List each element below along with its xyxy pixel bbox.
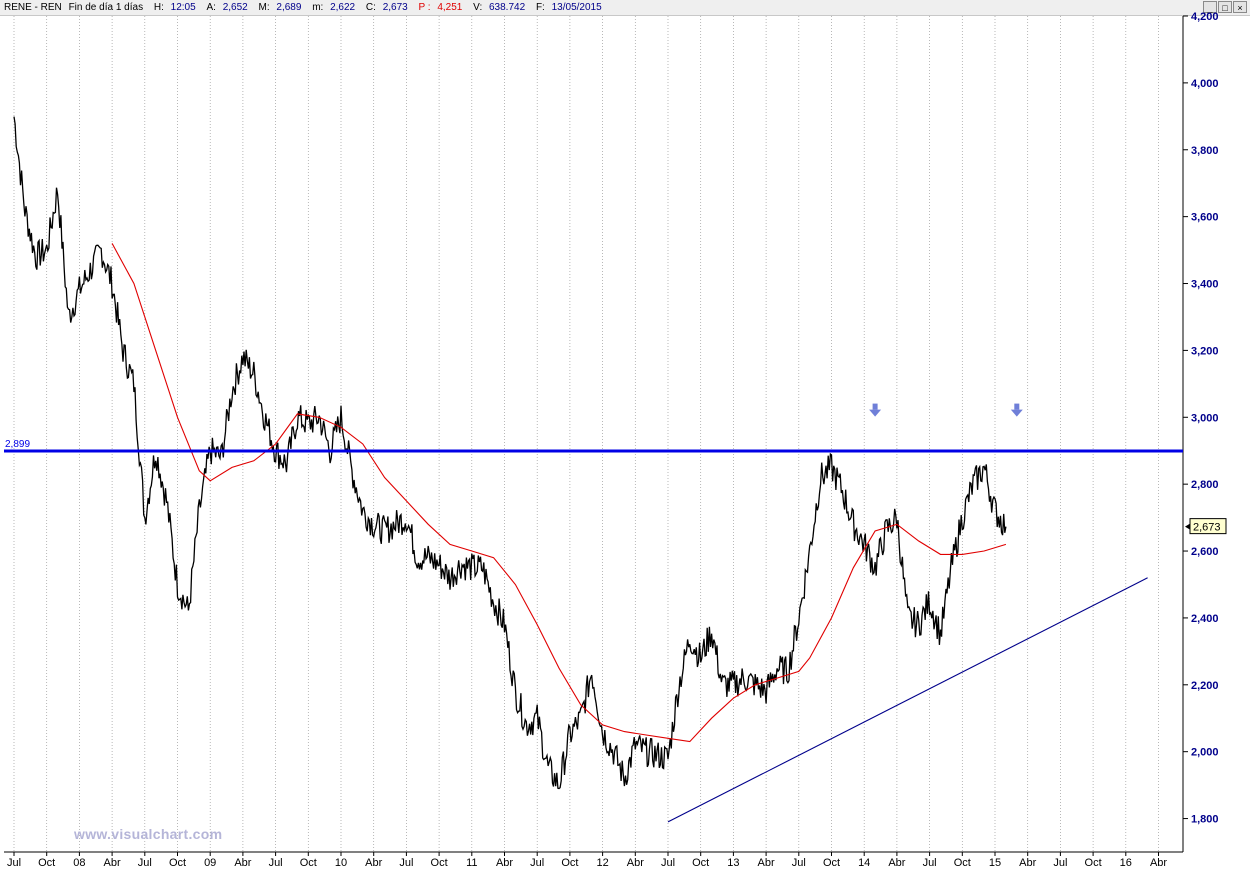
y-tick-label: 2,400 <box>1191 613 1219 625</box>
x-tick-label: Jul <box>792 857 806 869</box>
arrow-shaft <box>1014 403 1020 410</box>
y-tick-label: 4,200 <box>1191 11 1219 23</box>
x-tick-label: Jul <box>399 857 413 869</box>
y-tick-label: 3,400 <box>1191 279 1219 291</box>
price-series <box>13 116 1007 790</box>
x-tick-label: Oct <box>692 857 709 869</box>
x-tick-label: Oct <box>823 857 840 869</box>
x-tick-label: Abr <box>1150 857 1167 869</box>
x-tick-label: Oct <box>300 857 317 869</box>
period-label: Fin de día 1 días <box>68 2 144 13</box>
last-price-label: 2,673 <box>1193 522 1221 534</box>
minimize-button[interactable]: _ <box>1203 1 1217 13</box>
x-tick-label: Oct <box>561 857 578 869</box>
y-tick-label: 3,000 <box>1191 412 1219 424</box>
volume-label: V: <box>473 2 483 13</box>
support-trendline <box>667 577 1148 823</box>
x-tick-label: Abr <box>1019 857 1036 869</box>
x-tick-label: 13 <box>727 857 739 869</box>
x-tick-label: Jul <box>7 857 21 869</box>
y-tick-label: 4,000 <box>1191 78 1219 90</box>
x-tick-label: Jul <box>1053 857 1067 869</box>
x-tick-label: Jul <box>138 857 152 869</box>
close-button[interactable]: × <box>1233 1 1247 13</box>
chart-header: RENE - REN Fin de día 1 días H: 12:05 A:… <box>0 0 1250 16</box>
x-tick-label: 16 <box>1120 857 1132 869</box>
open-value: 2,652 <box>222 2 248 13</box>
x-tick-label: Oct <box>169 857 186 869</box>
y-tick-label: 3,800 <box>1191 145 1219 157</box>
window-buttons: _ □ × <box>1203 1 1247 13</box>
arrow-head <box>869 409 882 417</box>
x-tick-label: 12 <box>596 857 608 869</box>
close-value: 2,673 <box>382 2 408 13</box>
y-tick-label: 2,600 <box>1191 546 1219 558</box>
date-value: 13/05/2015 <box>551 2 602 13</box>
x-tick-label: Oct <box>38 857 55 869</box>
x-tick-label: Jul <box>661 857 675 869</box>
last-price-pointer <box>1185 523 1190 530</box>
x-tick-label: Jul <box>269 857 283 869</box>
min-label: m: <box>312 2 324 13</box>
down-arrow-icon <box>1010 403 1023 417</box>
date-label: F: <box>535 2 545 13</box>
x-tick-label: Abr <box>627 857 644 869</box>
arrow-shaft <box>872 403 878 410</box>
p-value: 4,251 <box>437 2 463 13</box>
resistance-label: 2,899 <box>5 439 30 450</box>
x-tick-label: 08 <box>73 857 85 869</box>
x-tick-label: Abr <box>104 857 121 869</box>
y-tick-label: 2,000 <box>1191 747 1219 759</box>
volume-value: 638.742 <box>489 2 526 13</box>
high-time-label: H: <box>153 2 164 13</box>
y-tick-label: 3,200 <box>1191 345 1219 357</box>
min-value: 2,622 <box>330 2 356 13</box>
symbol-label: RENE - REN <box>4 2 62 13</box>
watermark: www.visualchart.com <box>74 826 223 842</box>
x-tick-label: Oct <box>1085 857 1102 869</box>
plot-area <box>4 16 1183 852</box>
y-tick-label: 2,200 <box>1191 680 1219 692</box>
down-arrow-icon <box>869 403 882 417</box>
x-tick-label: 14 <box>858 857 870 869</box>
x-tick-label: Oct <box>431 857 448 869</box>
x-tick-label: 09 <box>204 857 216 869</box>
x-tick-label: Abr <box>234 857 251 869</box>
x-tick-label: 15 <box>989 857 1001 869</box>
max-label: M: <box>258 2 270 13</box>
p-label: P : <box>418 2 431 13</box>
x-tick-label: 11 <box>466 857 477 869</box>
open-label: A: <box>206 2 216 13</box>
x-tick-label: Jul <box>530 857 544 869</box>
y-tick-label: 3,600 <box>1191 212 1219 224</box>
y-tick-label: 1,800 <box>1191 814 1219 826</box>
arrow-head <box>1010 409 1023 417</box>
x-tick-label: Abr <box>365 857 382 869</box>
x-tick-label: Oct <box>954 857 971 869</box>
close-label: C: <box>365 2 376 13</box>
max-value: 2,689 <box>276 2 302 13</box>
restore-button[interactable]: □ <box>1218 1 1232 13</box>
x-tick-label: Abr <box>496 857 513 869</box>
high-time-value: 12:05 <box>170 2 196 13</box>
x-tick-label: Abr <box>888 857 905 869</box>
x-tick-label: Abr <box>758 857 775 869</box>
x-tick-label: 10 <box>335 857 347 869</box>
x-tick-label: Jul <box>923 857 937 869</box>
moving-average-line <box>111 243 1007 743</box>
y-tick-label: 2,800 <box>1191 479 1219 491</box>
